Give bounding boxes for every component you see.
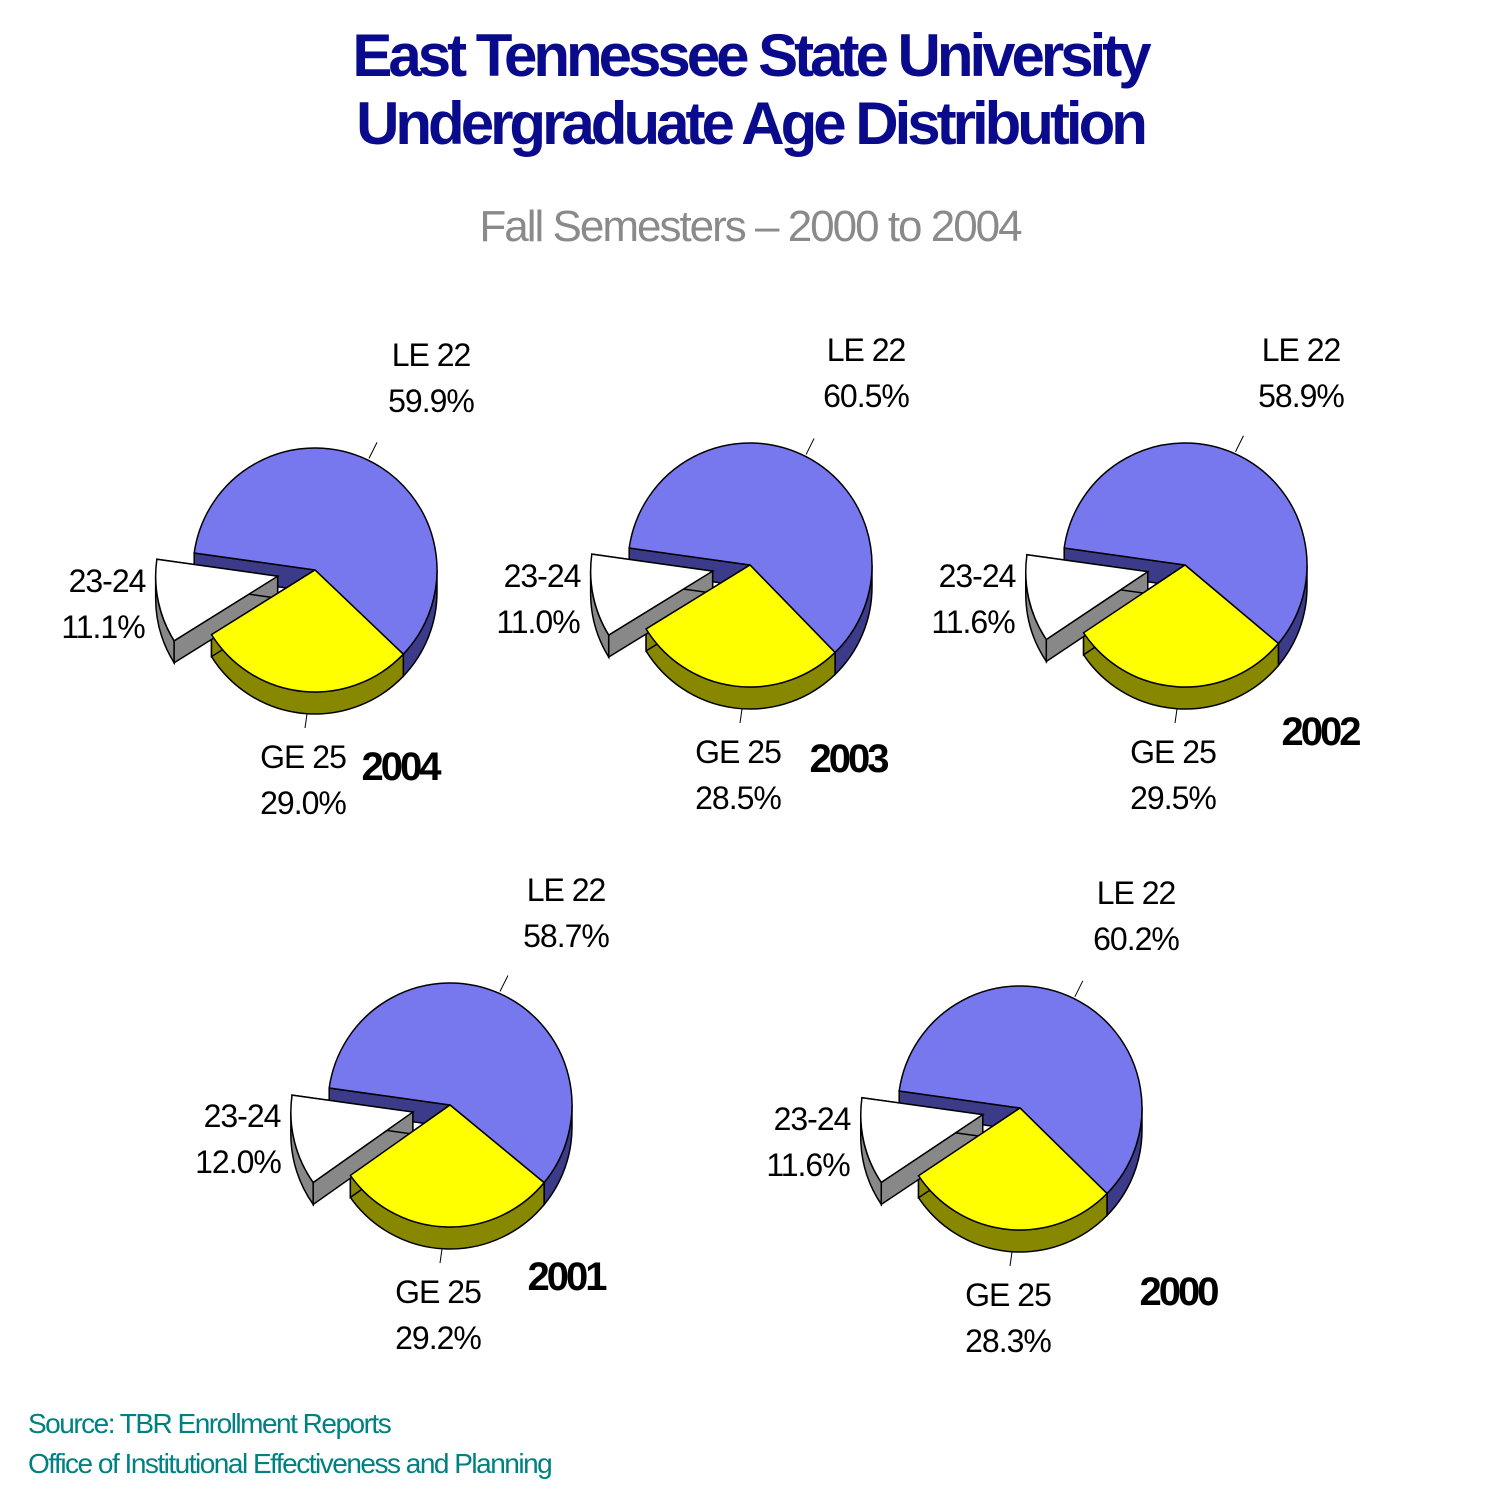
label-23-24-value: 11.6%: [931, 604, 1015, 640]
slice-age-23-24-top: [290, 1094, 415, 1184]
pie-chart-2002: LE 22 58.9% GE 25 29.5% 23-24 11.6% 2002: [931, 332, 1363, 816]
label-23-24-name: 23-24: [939, 558, 1016, 594]
label-23-24-name: 23-24: [204, 1098, 281, 1134]
leader-le22: [368, 442, 378, 459]
slice-ge25-top: [645, 564, 837, 688]
leader-ge25: [1174, 708, 1178, 724]
slice-le22-top: [1063, 442, 1308, 645]
pie-chart-2001: LE 22 58.7% GE 25 29.2% 23-24 12.0% 2001: [195, 872, 610, 1356]
label-ge25-name: GE 25: [260, 739, 346, 775]
leader-ge25: [1009, 1251, 1013, 1267]
label-ge25-value: 28.5%: [695, 780, 781, 816]
slice-ge25-top: [1082, 564, 1280, 688]
label-le22-value: 58.9%: [1258, 378, 1344, 414]
label-le22-name: LE 22: [1097, 875, 1176, 911]
title-line-2: Undergraduate Age Distribution: [356, 90, 1148, 157]
label-ge25-value: 29.0%: [260, 785, 346, 821]
slice-age-23-24-top: [860, 1096, 985, 1184]
label-23-24-name: 23-24: [504, 558, 581, 594]
leader-ge25: [304, 713, 308, 729]
label-23-24-name: 23-24: [774, 1101, 851, 1137]
label-ge25-name: GE 25: [965, 1277, 1051, 1313]
label-ge25-name: GE 25: [695, 734, 781, 770]
year-label-2002: 2002: [1282, 710, 1361, 754]
slice-le22-top: [898, 985, 1143, 1195]
label-23-24-value: 12.0%: [195, 1144, 281, 1180]
label-le22-name: LE 22: [827, 332, 906, 368]
label-ge25-name: GE 25: [1130, 734, 1216, 770]
label-le22-value: 60.2%: [1093, 921, 1179, 957]
footer-office: Office of Institutional Effectiveness an…: [28, 1448, 553, 1479]
label-23-24-name: 23-24: [69, 563, 146, 599]
page-title: East Tennessee State University Undergra…: [0, 22, 1500, 158]
label-ge25-value: 29.2%: [395, 1320, 481, 1356]
label-le22-name: LE 22: [392, 337, 471, 373]
leader-le22: [1074, 980, 1084, 998]
footer: Source: TBR Enrollment Reports Office of…: [28, 1404, 553, 1484]
slice-age-23-24-top: [154, 558, 280, 642]
label-23-24-value: 11.1%: [61, 609, 145, 645]
pie-chart-2000: LE 22 60.2% GE 25 28.3% 23-24 11.6% 2000: [766, 875, 1221, 1359]
label-ge25-value: 28.3%: [965, 1323, 1051, 1359]
slice-age-23-24-top: [589, 553, 715, 637]
label-le22-value: 58.7%: [523, 918, 609, 954]
label-23-24-value: 11.6%: [766, 1147, 850, 1183]
leader-le22: [1235, 435, 1244, 452]
year-label-2000: 2000: [1140, 1270, 1219, 1314]
slice-le22-top: [328, 982, 573, 1184]
page-subtitle: Fall Semesters – 2000 to 2004: [479, 202, 1022, 251]
label-23-24-value: 11.0%: [496, 604, 580, 640]
leader-ge25: [739, 708, 743, 724]
pie-chart-2003: LE 22 60.5% GE 25 28.5% 23-24 11.0% 2003: [496, 332, 910, 816]
slice-ge25-top: [349, 1104, 546, 1228]
year-label-2001: 2001: [528, 1255, 608, 1299]
year-label-2004: 2004: [362, 745, 443, 789]
label-ge25-name: GE 25: [395, 1274, 481, 1310]
label-le22-name: LE 22: [1262, 332, 1341, 368]
pie-chart-2004: LE 22 59.9% GE 25 29.0% 23-24 11.1% 2004: [61, 337, 475, 821]
leader-le22: [499, 975, 509, 992]
slice-le22-top: [628, 442, 873, 654]
title-line-1: East Tennessee State University: [352, 22, 1151, 89]
slice-le22-top: [193, 447, 438, 656]
slice-ge25-top: [917, 1107, 1109, 1231]
leader-ge25: [439, 1248, 443, 1264]
slice-ge25-top: [210, 569, 405, 693]
label-le22-value: 59.9%: [388, 383, 474, 419]
leader-le22: [805, 438, 815, 455]
label-le22-value: 60.5%: [823, 378, 909, 414]
footer-source: Source: TBR Enrollment Reports: [28, 1408, 392, 1439]
slice-age-23-24-top: [1025, 553, 1150, 641]
label-le22-name: LE 22: [527, 872, 606, 908]
year-label-2003: 2003: [810, 737, 889, 781]
label-ge25-value: 29.5%: [1130, 780, 1216, 816]
